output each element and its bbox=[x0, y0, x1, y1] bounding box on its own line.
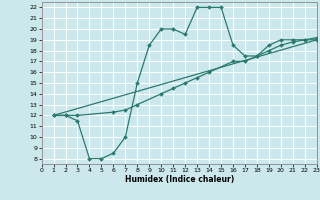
X-axis label: Humidex (Indice chaleur): Humidex (Indice chaleur) bbox=[124, 175, 234, 184]
